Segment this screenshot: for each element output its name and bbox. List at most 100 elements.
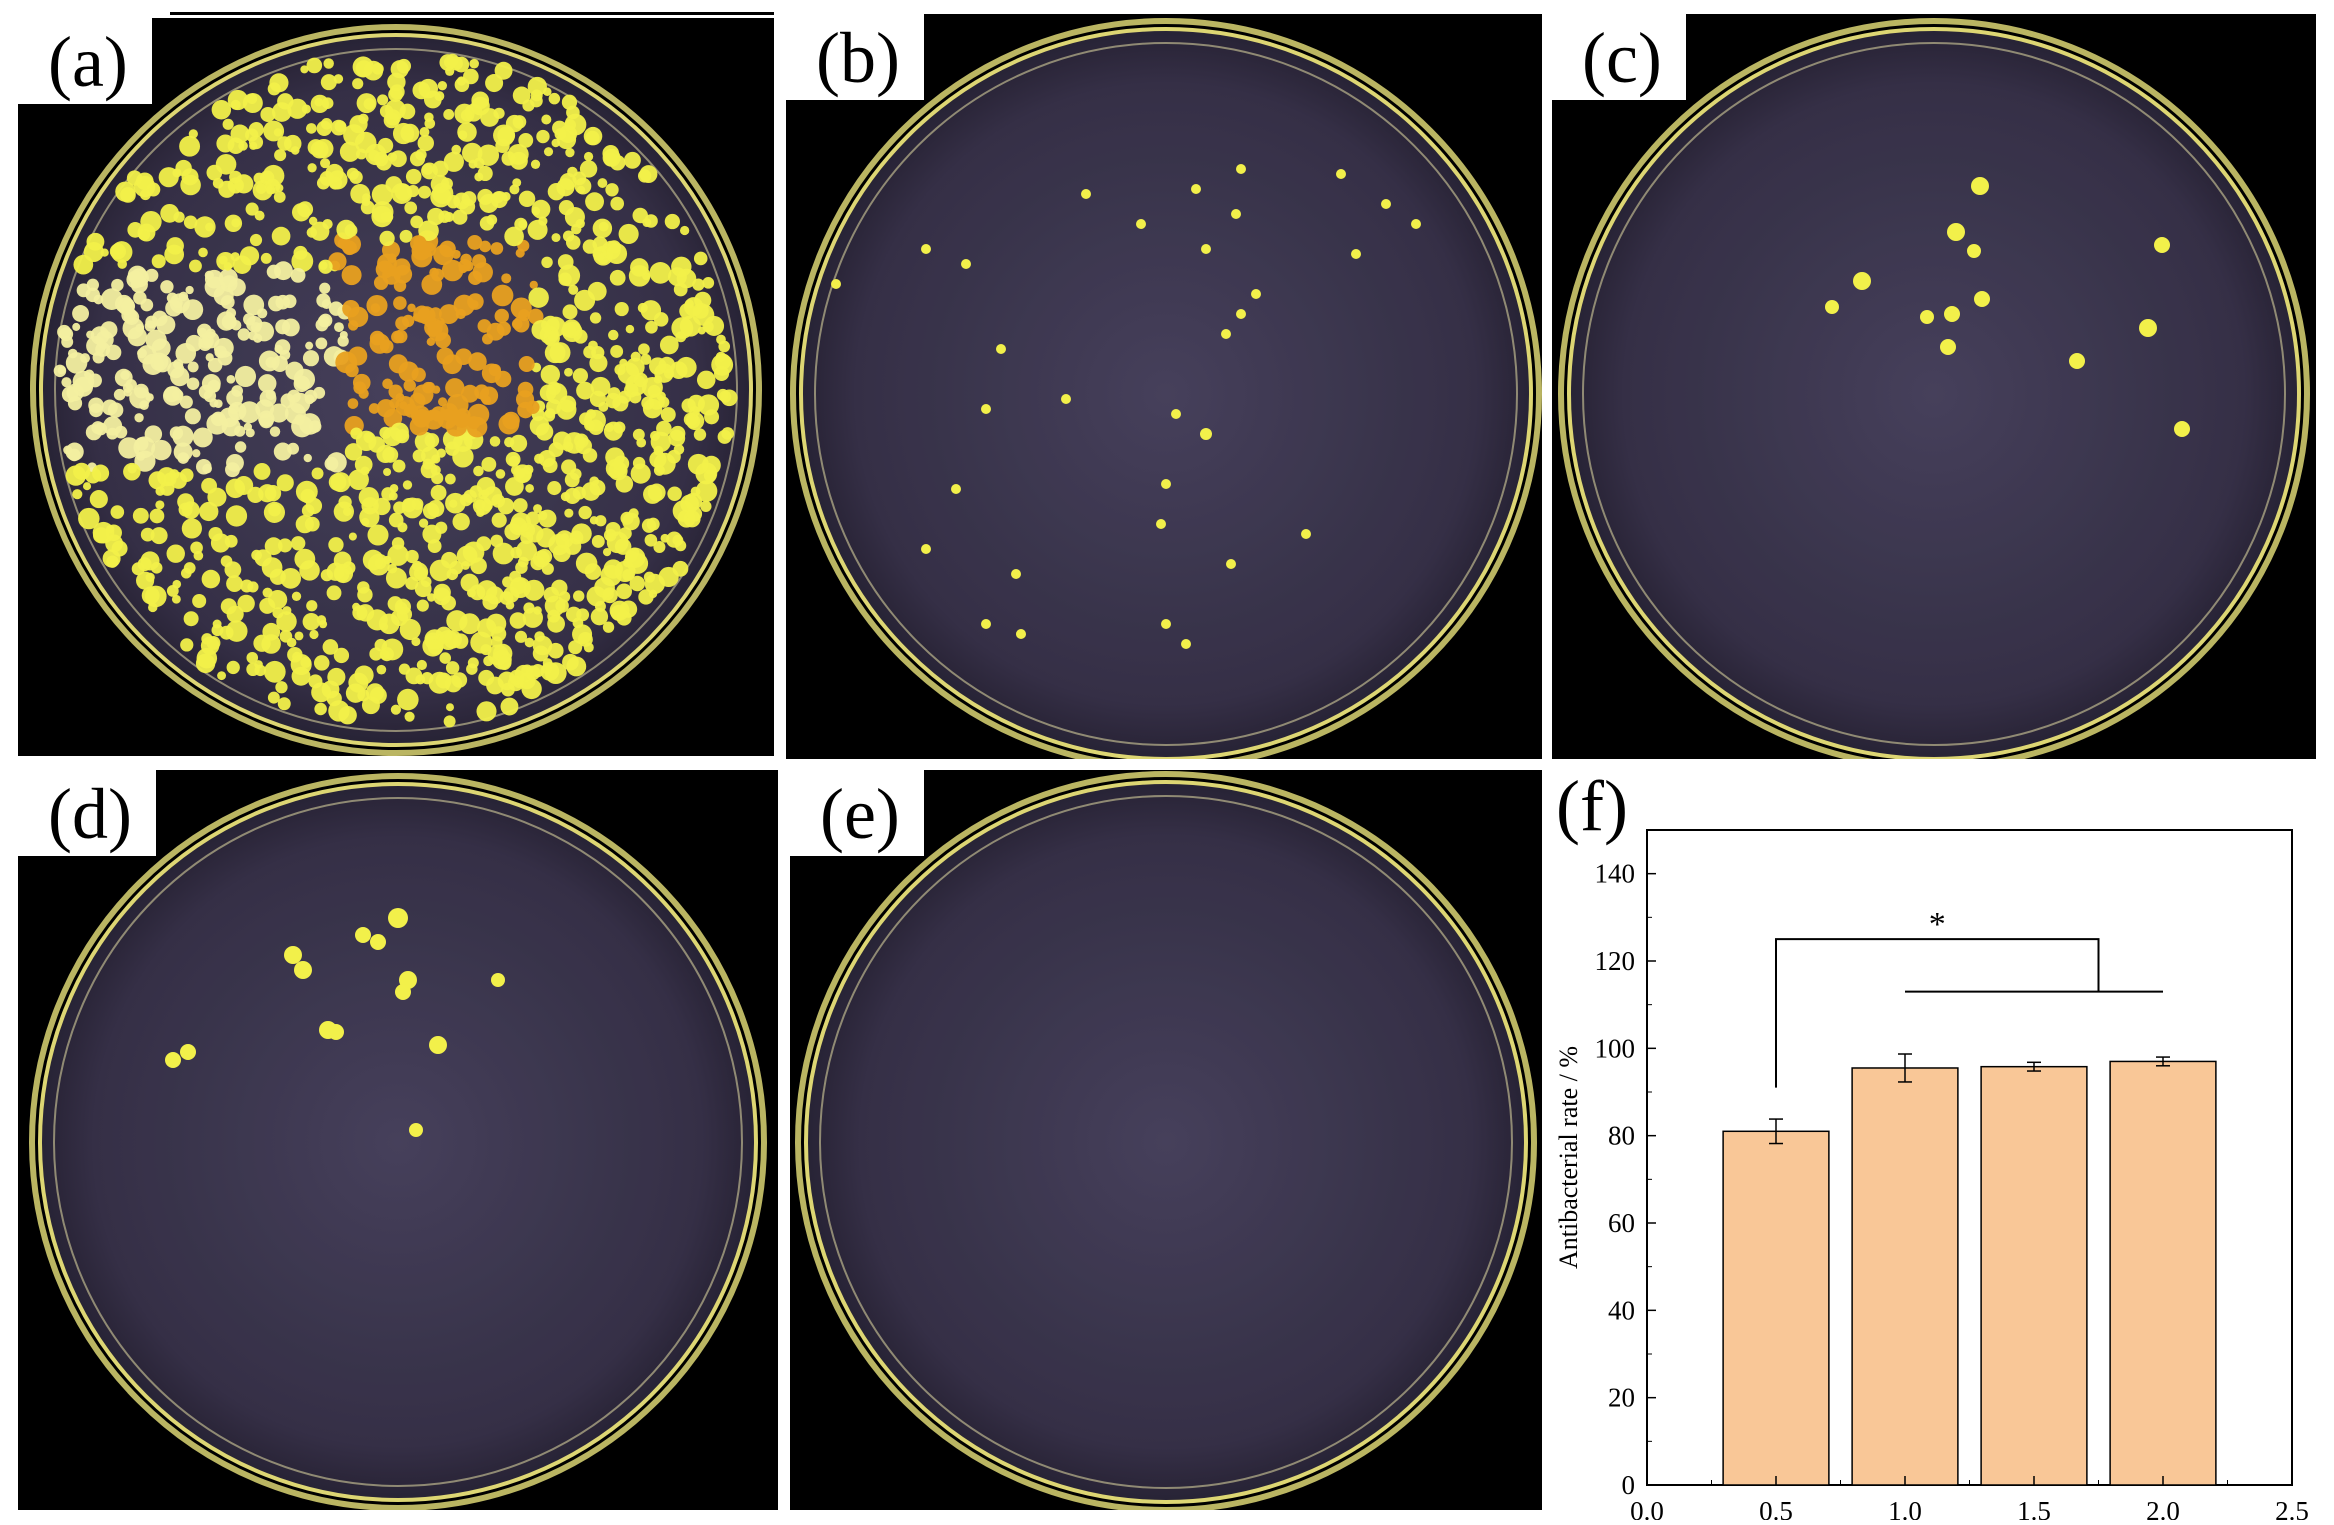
colony: [502, 411, 520, 430]
colony: [217, 671, 227, 681]
colony: [193, 550, 204, 561]
colony: [585, 130, 600, 146]
colony: [1231, 209, 1241, 219]
colony: [198, 247, 208, 258]
colony: [538, 509, 557, 528]
colony: [479, 216, 495, 231]
colony: [114, 368, 133, 387]
colony: [123, 462, 141, 481]
colony: [308, 674, 323, 689]
colony: [237, 328, 251, 341]
colony: [417, 134, 434, 152]
colony: [368, 149, 380, 162]
colony: [510, 512, 531, 533]
colony: [1011, 569, 1021, 579]
colony: [234, 441, 247, 453]
colony: [354, 455, 373, 474]
colony: [314, 97, 324, 107]
colony: [316, 293, 331, 308]
y-tick-label: 100: [1595, 1033, 1636, 1063]
colony: [334, 322, 344, 333]
colony: [527, 219, 548, 240]
top-border-line: [170, 12, 774, 15]
colony: [492, 191, 504, 204]
colony: [389, 484, 399, 493]
colony: [181, 518, 202, 539]
colony: [504, 226, 524, 247]
colony: [644, 214, 658, 228]
colony: [231, 385, 244, 397]
colony: [445, 378, 465, 398]
colony: [602, 145, 620, 162]
dish-agar: [1567, 27, 2301, 759]
colony: [160, 280, 174, 294]
colony: [492, 542, 515, 565]
colony: [604, 423, 614, 433]
colony: [693, 428, 707, 441]
colony: [480, 108, 500, 127]
colony: [583, 642, 594, 653]
colony: [629, 575, 646, 592]
colony: [961, 259, 971, 269]
colony: [198, 337, 212, 352]
colony: [367, 524, 389, 546]
colony: [540, 364, 561, 385]
colony: [145, 393, 154, 402]
colony: [277, 136, 292, 151]
colony: [1136, 219, 1146, 229]
colony: [531, 320, 552, 340]
colony: [347, 398, 359, 409]
colony: [410, 215, 424, 229]
dish-rim-inner: [54, 48, 738, 732]
dish-agar: [804, 780, 1528, 1504]
colony: [483, 655, 494, 667]
colony: [613, 421, 626, 434]
colony: [589, 516, 599, 525]
colony: [669, 361, 688, 380]
colony: [290, 536, 306, 551]
colony: [90, 326, 110, 345]
bar-chart-panel-f: (f) 0 20 40 60 80 100 120 140 0.0 0.5 1.0 1.5 2.0 2.5…: [1552, 770, 2332, 1520]
colony: [670, 425, 686, 442]
y-tick-label: 20: [1608, 1383, 1635, 1413]
colony: [547, 381, 561, 396]
colony: [494, 370, 512, 388]
colony: [653, 540, 666, 553]
colony: [1825, 300, 1839, 314]
colony: [320, 158, 331, 169]
colony: [540, 662, 560, 681]
colony: [354, 665, 374, 685]
colony: [265, 389, 276, 400]
colony: [210, 411, 226, 427]
colony: [250, 322, 262, 333]
colony: [171, 594, 181, 604]
colony: [226, 575, 243, 593]
colony: [1226, 559, 1236, 569]
petri-dish-d-image: [29, 773, 767, 1510]
colony: [374, 557, 387, 570]
colony: [253, 333, 263, 343]
colony: [330, 119, 347, 136]
colony: [1853, 272, 1871, 290]
colony: [610, 196, 625, 211]
colony: [390, 150, 407, 168]
colony: [551, 138, 561, 148]
colony: [449, 499, 458, 508]
colony: [260, 252, 272, 264]
colony: [1221, 329, 1231, 339]
colony: [491, 284, 514, 307]
colony: [501, 682, 515, 697]
colony: [127, 222, 144, 238]
panel-label-e: (e): [790, 770, 924, 856]
colony: [399, 229, 413, 243]
colony: [516, 540, 537, 562]
colony: [136, 571, 155, 590]
colony: [1944, 306, 1960, 322]
colony: [92, 521, 115, 544]
colony: [530, 89, 543, 102]
colony: [921, 544, 931, 554]
colony: [558, 264, 581, 287]
colony: [451, 144, 462, 155]
colony: [2069, 353, 2085, 369]
colony: [471, 91, 490, 110]
